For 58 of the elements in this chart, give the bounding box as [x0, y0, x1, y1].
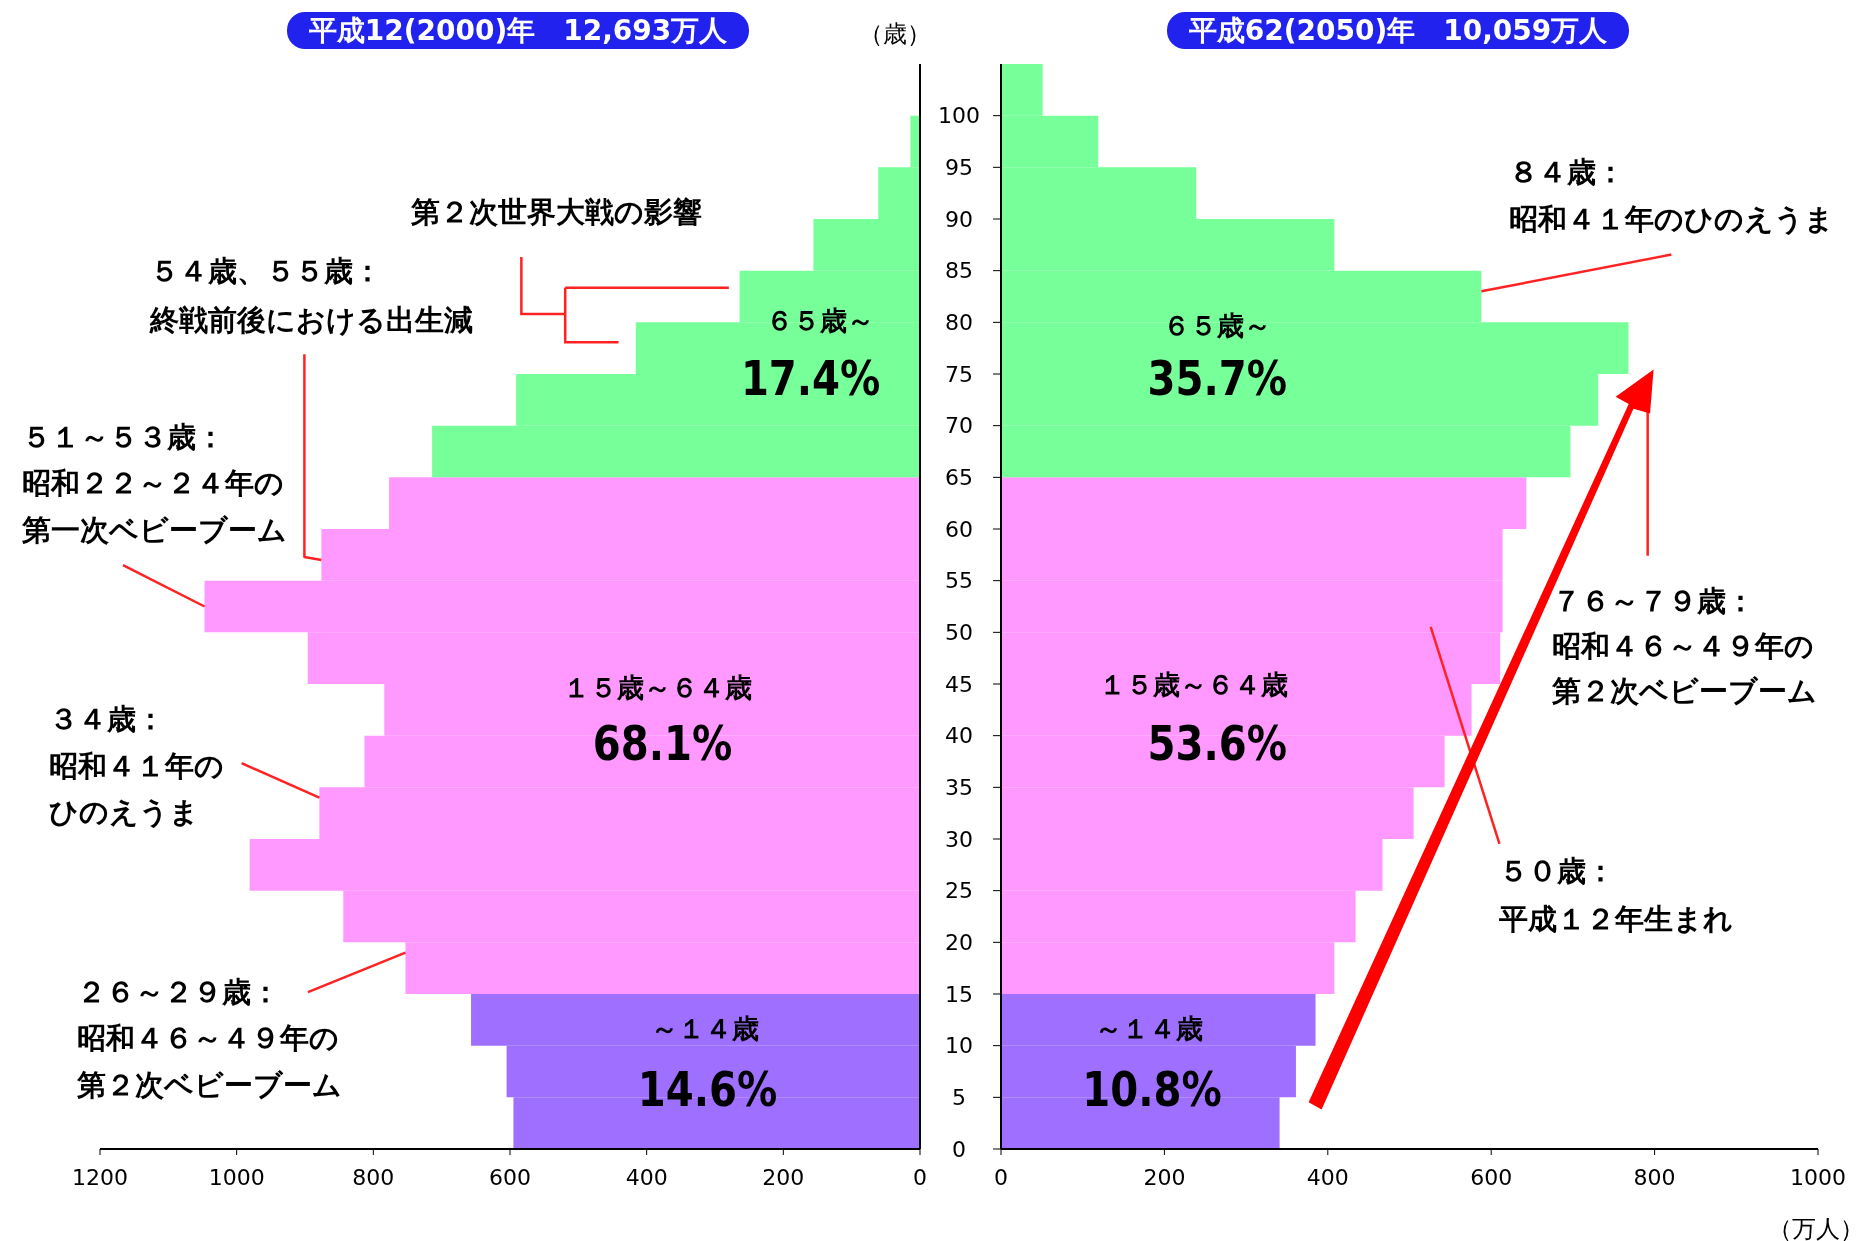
y-tick-label: 10	[945, 1033, 973, 1059]
annotation: ～１４歳	[651, 1012, 760, 1044]
annotation: 10.8%	[1082, 1061, 1222, 1117]
annotation: ６５歳～	[1163, 309, 1272, 341]
x-tick-label: 800	[352, 1164, 395, 1190]
chart-title: 平成12(2000)年 12,693万人	[286, 12, 750, 49]
y-tick-label: 90	[945, 206, 973, 232]
annotation: ～１４歳	[1094, 1012, 1203, 1044]
x-tick-label: 400	[625, 1164, 668, 1190]
annotation: ３４歳：昭和４１年のひのえうま	[49, 702, 225, 829]
y-tick-label: 25	[945, 878, 973, 904]
y-tick-label: 5	[952, 1085, 966, 1111]
x-tick-label: 800	[1633, 1164, 1676, 1190]
y-tick-label: 75	[945, 361, 973, 387]
annotation: 68.1%	[592, 715, 733, 771]
annotation: ７６～７９歳：昭和４６～４９年の第２次ベビーブーム	[1550, 584, 1817, 708]
x-tick-label: 1000	[1790, 1164, 1846, 1190]
x-tick-label: 1000	[208, 1164, 265, 1190]
x-tick-label: 600	[489, 1164, 531, 1190]
annotation: 14.6%	[637, 1061, 778, 1117]
annotation: １５歳～６４歳	[1099, 668, 1289, 700]
x-axis-title: （万人）	[1768, 1215, 1859, 1241]
y-axis-title: （歳）	[858, 20, 931, 49]
x-tick-label: 400	[1306, 1164, 1349, 1190]
annotation: １５歳～６４歳	[563, 671, 753, 703]
x-tick-label: 0	[994, 1164, 1008, 1190]
annotation: ５４歳、５５歳：終戦前後における出生減	[149, 254, 474, 337]
y-tick-label: 55	[945, 568, 973, 594]
x-tick-label: 200	[1143, 1164, 1186, 1190]
annotation: 17.4%	[740, 350, 881, 406]
y-tick-label: 95	[945, 155, 973, 181]
y-tick-label: 70	[945, 413, 973, 439]
annotation: ８４歳：昭和４１年のひのえうま	[1508, 155, 1834, 236]
y-tick-label: 50	[945, 620, 973, 646]
x-tick-label: 600	[1470, 1164, 1513, 1190]
y-tick-label: 20	[945, 930, 973, 956]
x-tick-label: 200	[762, 1164, 805, 1190]
annotation: 53.6%	[1147, 715, 1288, 771]
annotation: ５０歳：平成１２年生まれ	[1498, 854, 1734, 936]
annotation: 第２次世界大戦の影響	[410, 195, 703, 229]
y-tick-label: 80	[945, 310, 973, 336]
y-tick-label: 0	[952, 1136, 966, 1162]
y-tick-label: 60	[945, 516, 973, 542]
annotation: ６５歳～	[766, 304, 875, 336]
y-tick-label: 35	[945, 775, 973, 801]
y-tick-label: 30	[945, 826, 973, 852]
y-tick-label: 40	[945, 723, 973, 749]
y-tick-label: 100	[938, 103, 980, 129]
annotation: 35.7%	[1147, 350, 1288, 406]
annotation: ２６～２９歳：昭和４６～４９年の第２次ベビーブーム	[75, 975, 342, 1102]
x-tick-label: 1200	[72, 1164, 128, 1190]
x-tick-label: 0	[913, 1164, 927, 1190]
chart-title: 平成62(2050)年 10,059万人	[1166, 12, 1630, 49]
y-tick-label: 15	[945, 981, 973, 1007]
annotation: ５１～５３歳：昭和２２～２４年の第一次ベビーブーム	[21, 420, 288, 547]
y-tick-label: 85	[945, 258, 973, 284]
y-tick-label: 45	[945, 671, 973, 697]
y-tick-label: 65	[945, 465, 973, 491]
